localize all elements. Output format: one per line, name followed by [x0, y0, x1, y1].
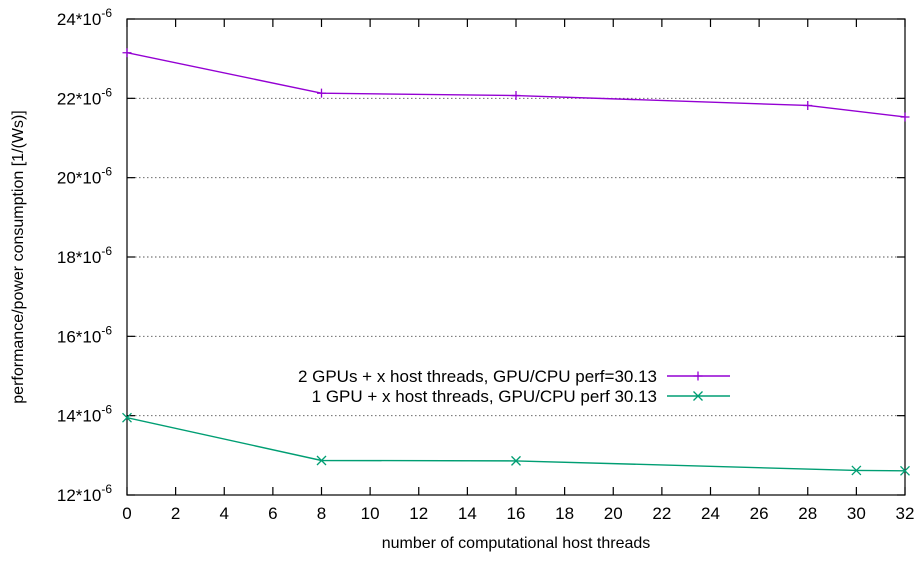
- data-point-cross: [693, 391, 703, 401]
- y-tick-label: 12*10-6: [57, 482, 112, 505]
- y-tick-exponent: -6: [101, 323, 112, 337]
- data-point-plus: [693, 371, 703, 381]
- x-tick-label: 12: [409, 504, 428, 523]
- series-line: [126, 52, 906, 118]
- x-tick-label: 10: [361, 504, 380, 523]
- x-tick-label: 26: [750, 504, 769, 523]
- data-point-plus: [803, 100, 813, 110]
- y-tick-labels: 12*10-614*10-616*10-618*10-620*10-622*10…: [57, 6, 112, 505]
- y-tick-label: 18*10-6: [57, 244, 112, 267]
- series-line: [126, 416, 906, 472]
- data-point-plus: [511, 91, 521, 101]
- y-tick-exponent: -6: [101, 165, 112, 179]
- grid-lines: [127, 97, 905, 417]
- data-point-plus: [900, 112, 910, 122]
- series-2: [122, 412, 910, 476]
- x-tick-label: 20: [604, 504, 623, 523]
- y-tick-mantissa: 14*10: [57, 407, 101, 426]
- y-tick-label: 20*10-6: [57, 165, 112, 188]
- y-tick-exponent: -6: [101, 244, 112, 258]
- y-tick-label: 24*10-6: [57, 6, 112, 29]
- x-tick-label: 14: [458, 504, 477, 523]
- x-tick-label: 16: [507, 504, 526, 523]
- y-tick-mantissa: 22*10: [57, 89, 101, 108]
- x-tick-label: 18: [555, 504, 574, 523]
- y-tick-label: 14*10-6: [57, 403, 112, 426]
- legend: 2 GPUs + x host threads, GPU/CPU perf=30…: [298, 367, 730, 406]
- data-point-cross: [122, 412, 132, 423]
- y-tick-label: 16*10-6: [57, 323, 112, 346]
- x-tick-label: 8: [317, 504, 326, 523]
- y-tick-mantissa: 18*10: [57, 248, 101, 267]
- legend-label: 2 GPUs + x host threads, GPU/CPU perf=30…: [298, 367, 657, 386]
- x-tick-label: 0: [122, 504, 131, 523]
- x-tick-label: 24: [701, 504, 720, 523]
- axis-ticks: [126, 18, 906, 496]
- data-point-cross: [316, 455, 327, 466]
- y-tick-mantissa: 24*10: [57, 10, 101, 29]
- data-point-plus: [317, 88, 326, 98]
- x-tick-label: 32: [896, 504, 915, 523]
- y-axis-title: performance/power consumption [1/(Ws)]: [10, 110, 27, 403]
- x-tick-label: 4: [220, 504, 229, 523]
- y-tick-mantissa: 16*10: [57, 327, 101, 346]
- x-tick-label: 2: [171, 504, 180, 523]
- y-tick-exponent: -6: [101, 403, 112, 417]
- x-tick-label: 6: [268, 504, 277, 523]
- y-tick-exponent: -6: [101, 85, 112, 99]
- data-point-cross: [900, 465, 910, 476]
- data-point-plus: [122, 48, 132, 58]
- x-tick-label: 22: [652, 504, 671, 523]
- x-tick-labels: 0 2 4 6 8 10 12 14 16 18 20 22 24 26 28 30 32: [122, 504, 914, 523]
- y-tick-mantissa: 12*10: [57, 486, 101, 505]
- series-1: [122, 48, 910, 122]
- y-tick-exponent: -6: [101, 6, 112, 20]
- x-axis-title: number of computational host threads: [382, 535, 651, 552]
- legend-label: 1 GPU + x host threads, GPU/CPU perf 30.…: [312, 387, 657, 406]
- y-tick-mantissa: 20*10: [57, 169, 101, 188]
- x-tick-label: 28: [798, 504, 817, 523]
- y-tick-label: 22*10-6: [57, 85, 112, 108]
- series-lines: [122, 48, 910, 476]
- data-point-cross: [851, 465, 862, 476]
- y-tick-exponent: -6: [101, 482, 112, 496]
- data-point-cross: [511, 455, 521, 466]
- x-tick-label: 30: [847, 504, 866, 523]
